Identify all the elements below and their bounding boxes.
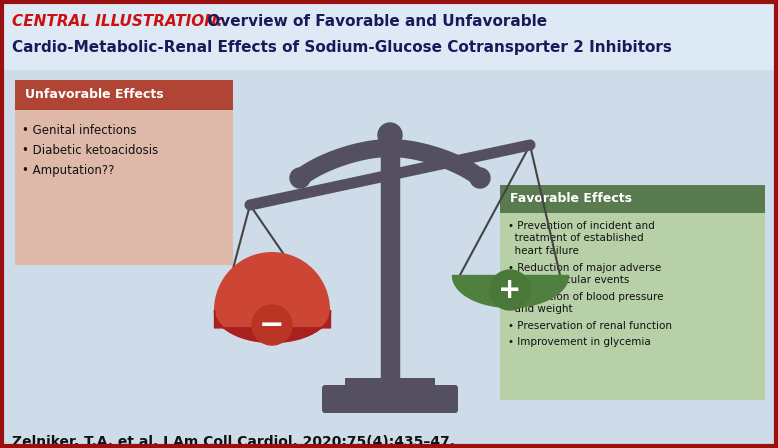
Text: • Reduction of blood pressure
  and weight: • Reduction of blood pressure and weight xyxy=(508,292,664,314)
Wedge shape xyxy=(214,252,330,310)
Circle shape xyxy=(252,305,292,345)
Wedge shape xyxy=(214,252,330,310)
FancyBboxPatch shape xyxy=(15,80,233,110)
Text: • Prevention of incident and
  treatment of established
  heart failure: • Prevention of incident and treatment o… xyxy=(508,221,655,256)
Circle shape xyxy=(470,168,490,188)
Text: CENTRAL ILLUSTRATION:: CENTRAL ILLUSTRATION: xyxy=(12,14,223,29)
FancyBboxPatch shape xyxy=(322,385,458,413)
FancyBboxPatch shape xyxy=(345,378,435,392)
FancyBboxPatch shape xyxy=(500,185,765,213)
Text: Favorable Effects: Favorable Effects xyxy=(510,193,632,206)
FancyBboxPatch shape xyxy=(500,185,765,400)
Ellipse shape xyxy=(214,281,330,339)
Text: +: + xyxy=(499,276,522,304)
Text: Zelniker, T.A. et al. J Am Coll Cardiol. 2020;75(4):435–47.: Zelniker, T.A. et al. J Am Coll Cardiol.… xyxy=(12,435,455,448)
Text: • Improvement in glycemia: • Improvement in glycemia xyxy=(508,337,650,347)
Text: • Genital infections: • Genital infections xyxy=(22,124,136,137)
FancyBboxPatch shape xyxy=(15,80,233,265)
Circle shape xyxy=(290,168,310,188)
Text: • Amputation??: • Amputation?? xyxy=(22,164,114,177)
FancyBboxPatch shape xyxy=(2,2,776,70)
Text: −: − xyxy=(259,310,285,340)
Text: • Diabetic ketoacidosis: • Diabetic ketoacidosis xyxy=(22,144,158,157)
Circle shape xyxy=(378,123,402,147)
Text: Overview of Favorable and Unfavorable: Overview of Favorable and Unfavorable xyxy=(202,14,547,29)
Text: • Preservation of renal function: • Preservation of renal function xyxy=(508,321,672,331)
Text: Cardio-Metabolic-Renal Effects of Sodium-Glucose Cotransporter 2 Inhibitors: Cardio-Metabolic-Renal Effects of Sodium… xyxy=(12,40,672,55)
Text: • Reduction of major adverse
  cardiovascular events: • Reduction of major adverse cardiovascu… xyxy=(508,263,661,285)
Circle shape xyxy=(490,270,530,310)
Text: Unfavorable Effects: Unfavorable Effects xyxy=(25,89,163,102)
